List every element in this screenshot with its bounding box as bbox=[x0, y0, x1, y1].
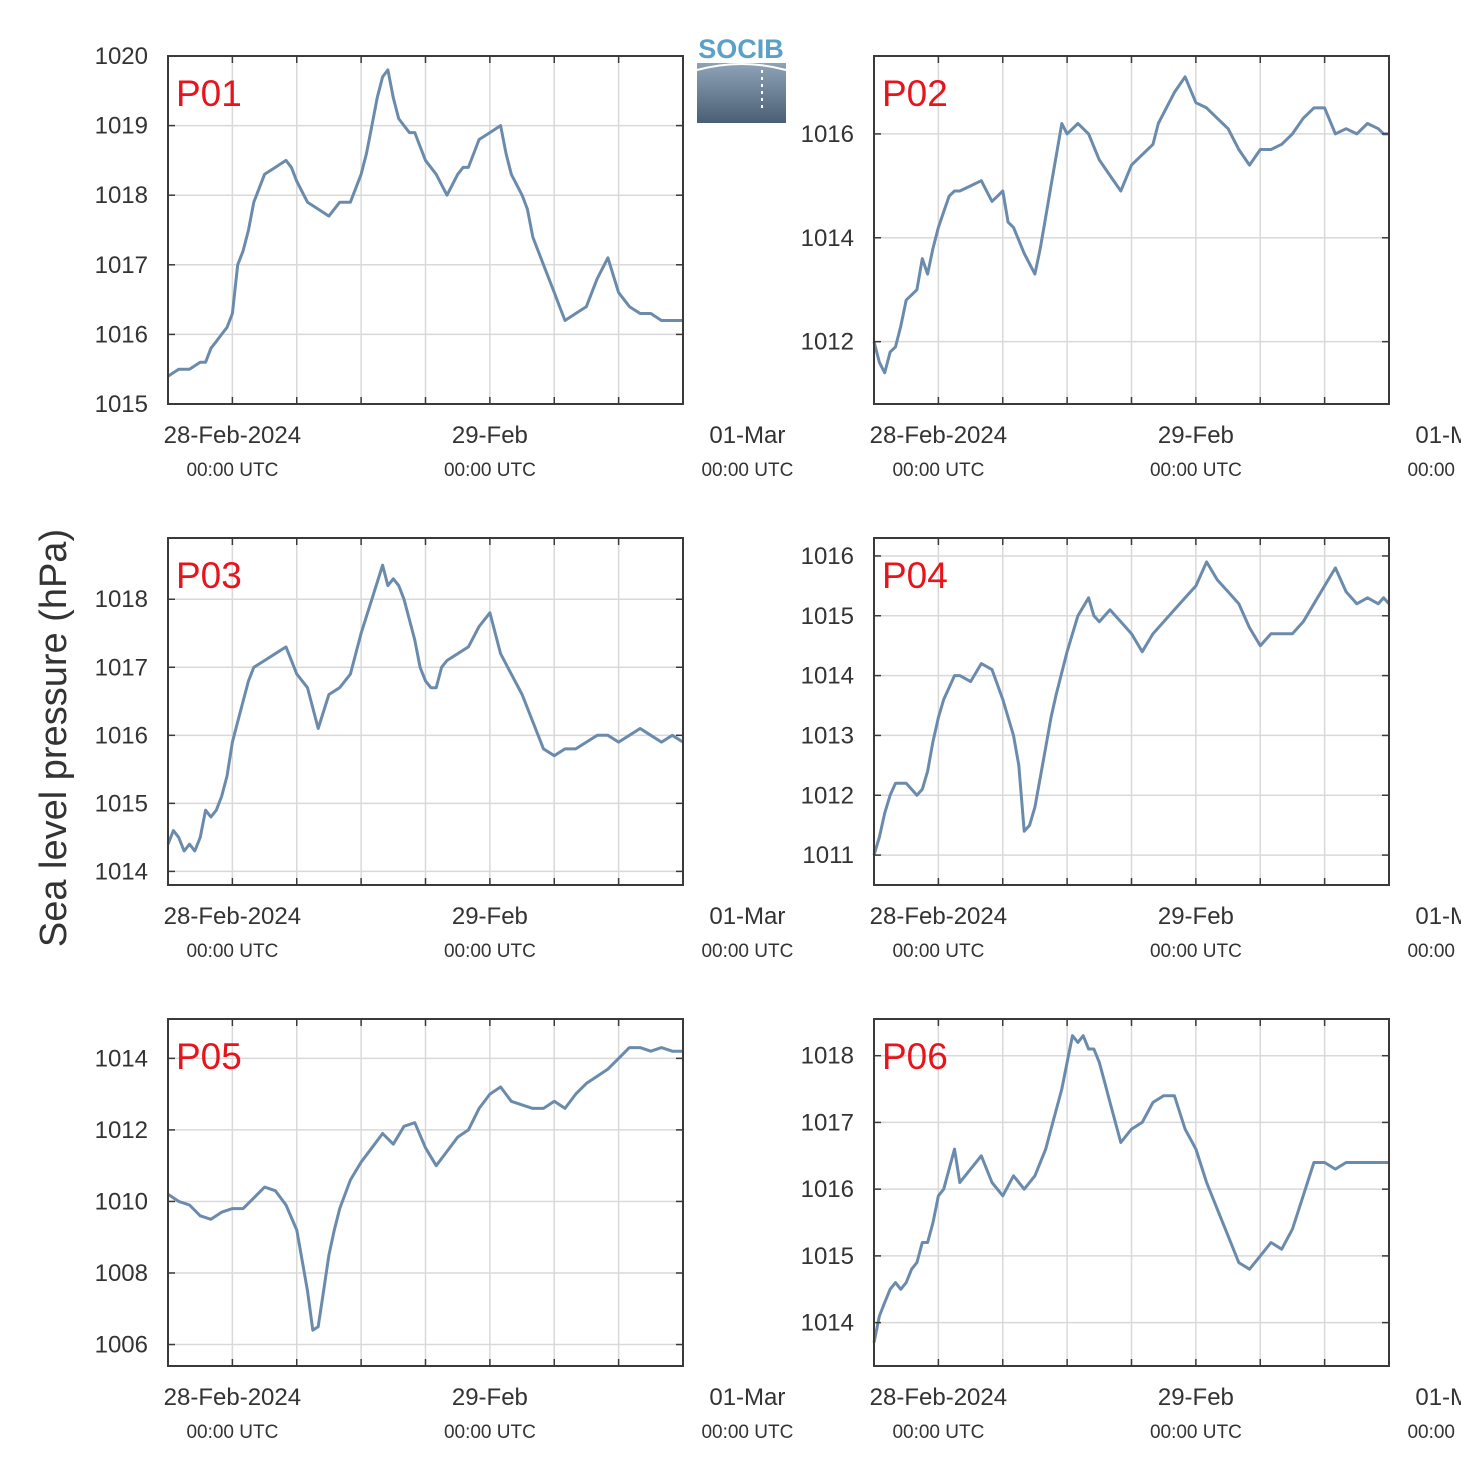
x-tick-sublabel: 00:00 UTC bbox=[892, 460, 984, 481]
x-tick-sublabel: 00:00 UTC bbox=[444, 1422, 536, 1443]
x-tick-sublabel: 00:00 UTC bbox=[701, 1422, 793, 1443]
x-tick-sublabel: 00:00 UTC bbox=[186, 460, 278, 481]
logo-text: SOCIB bbox=[698, 34, 784, 64]
y-tick-label: 1018 bbox=[95, 586, 148, 613]
x-tick-label: 29-Feb bbox=[1158, 903, 1234, 930]
y-tick-label: 1017 bbox=[801, 1109, 854, 1136]
y-tick-label: 1014 bbox=[95, 1045, 148, 1072]
x-tick-label: 01-Mar bbox=[709, 903, 785, 930]
panel-p03: 1014 1015 1016 1017 1018 28-Feb-2024 00:00 UTC… bbox=[95, 537, 793, 962]
panel-p02: 1012 1014 1016 28-Feb-2024 00:00 UTC 29-Feb 00… bbox=[801, 55, 1461, 481]
x-tick-label: 01-Mar bbox=[709, 1384, 785, 1411]
x-tick-sublabel: 00:00 UTC bbox=[1407, 1422, 1461, 1443]
y-tick-label: 1017 bbox=[95, 252, 148, 279]
y-tick-label: 1018 bbox=[801, 1043, 854, 1070]
y-tick-label: 1012 bbox=[801, 329, 854, 356]
x-tick-label: 29-Feb bbox=[452, 422, 528, 449]
x-tick-sublabel: 00:00 UTC bbox=[1150, 460, 1242, 481]
y-axis-label: Sea level pressure (hPa) bbox=[33, 529, 75, 947]
panel-p05: 1006 1008 1010 1012 1014 28-Feb-2024 00:00 UTC… bbox=[95, 1018, 793, 1443]
series-line-p04 bbox=[872, 560, 1391, 856]
y-tick-label: 1016 bbox=[801, 543, 854, 570]
x-tick-label: 29-Feb bbox=[452, 1384, 528, 1411]
panel-label: P02 bbox=[882, 73, 948, 114]
x-tick-label: 29-Feb bbox=[1158, 422, 1234, 449]
series-line-p02 bbox=[872, 75, 1389, 375]
x-tick-label: 28-Feb-2024 bbox=[870, 422, 1007, 449]
x-tick-label: 28-Feb-2024 bbox=[164, 422, 301, 449]
x-tick-label: 01-Mar bbox=[709, 422, 785, 449]
x-tick-sublabel: 00:00 UTC bbox=[701, 941, 793, 962]
x-tick-sublabel: 00:00 UTC bbox=[1150, 941, 1242, 962]
y-tick-label: 1015 bbox=[95, 391, 148, 418]
y-tick-label: 1015 bbox=[95, 790, 148, 817]
x-tick-sublabel: 00:00 UTC bbox=[701, 460, 793, 481]
panel-label: P01 bbox=[176, 73, 242, 114]
x-tick-label: 28-Feb-2024 bbox=[164, 1384, 301, 1411]
x-tick-sublabel: 00:00 UTC bbox=[1150, 1422, 1242, 1443]
series-line-p06 bbox=[872, 1034, 1389, 1343]
series-line-p03 bbox=[166, 563, 684, 853]
y-tick-label: 1016 bbox=[95, 722, 148, 749]
x-tick-label: 28-Feb-2024 bbox=[164, 903, 301, 930]
y-tick-label: 1010 bbox=[95, 1188, 148, 1215]
panel-label: P06 bbox=[882, 1036, 948, 1077]
panel-label: P03 bbox=[176, 555, 242, 596]
y-tick-label: 1012 bbox=[95, 1117, 148, 1144]
x-tick-label: 01-Mar bbox=[1415, 1384, 1461, 1411]
x-tick-label: 01-Mar bbox=[1415, 422, 1461, 449]
x-tick-label: 28-Feb-2024 bbox=[870, 903, 1007, 930]
x-tick-label: 01-Mar bbox=[1415, 903, 1461, 930]
panel-label: P05 bbox=[176, 1036, 242, 1077]
y-tick-label: 1006 bbox=[95, 1332, 148, 1359]
y-tick-label: 1015 bbox=[801, 1243, 854, 1270]
y-tick-label: 1015 bbox=[801, 603, 854, 630]
x-tick-sublabel: 00:00 UTC bbox=[186, 1422, 278, 1443]
x-tick-sublabel: 00:00 UTC bbox=[1407, 460, 1461, 481]
y-tick-label: 1018 bbox=[95, 182, 148, 209]
y-tick-label: 1014 bbox=[801, 225, 854, 252]
panel-p01: 1015 1016 1017 1018 1019 1020 28-Feb-2024 00:00… bbox=[95, 43, 794, 481]
logo-wave bbox=[696, 63, 787, 71]
socib-logo: SOCIB bbox=[696, 34, 787, 123]
panel-p04: 1011 1012 1013 1014 1015 1016 28-Feb-2024 00:00… bbox=[801, 537, 1461, 962]
y-tick-label: 1016 bbox=[801, 1176, 854, 1203]
x-tick-sublabel: 00:00 UTC bbox=[892, 1422, 984, 1443]
panel-p06: 1014 1015 1016 1017 1018 28-Feb-2024 00:00 UTC… bbox=[801, 1018, 1461, 1443]
x-tick-sublabel: 00:00 UTC bbox=[1407, 941, 1461, 962]
panels: 1015 1016 1017 1018 1019 1020 28-Feb-2024 00:00… bbox=[95, 43, 1461, 1443]
y-tick-label: 1008 bbox=[95, 1260, 148, 1287]
y-tick-label: 1020 bbox=[95, 43, 148, 70]
x-tick-label: 28-Feb-2024 bbox=[870, 1384, 1007, 1411]
y-tick-label: 1016 bbox=[95, 321, 148, 348]
x-tick-sublabel: 00:00 UTC bbox=[444, 941, 536, 962]
y-tick-label: 1012 bbox=[801, 782, 854, 809]
x-tick-sublabel: 00:00 UTC bbox=[186, 941, 278, 962]
y-tick-label: 1013 bbox=[801, 722, 854, 749]
y-tick-label: 1014 bbox=[801, 663, 854, 690]
series-line-p01 bbox=[167, 68, 683, 378]
panel-label: P04 bbox=[882, 555, 948, 596]
x-tick-sublabel: 00:00 UTC bbox=[892, 941, 984, 962]
y-tick-label: 1014 bbox=[95, 858, 148, 885]
y-tick-label: 1017 bbox=[95, 654, 148, 681]
logo-water-block bbox=[697, 63, 786, 123]
y-tick-label: 1019 bbox=[95, 113, 148, 140]
series-line-p05 bbox=[167, 1046, 683, 1332]
x-tick-sublabel: 00:00 UTC bbox=[444, 460, 536, 481]
y-tick-label: 1016 bbox=[801, 121, 854, 148]
y-tick-label: 1014 bbox=[801, 1310, 854, 1337]
x-tick-label: 29-Feb bbox=[452, 903, 528, 930]
x-tick-label: 29-Feb bbox=[1158, 1384, 1234, 1411]
y-tick-label: 1011 bbox=[802, 842, 854, 869]
